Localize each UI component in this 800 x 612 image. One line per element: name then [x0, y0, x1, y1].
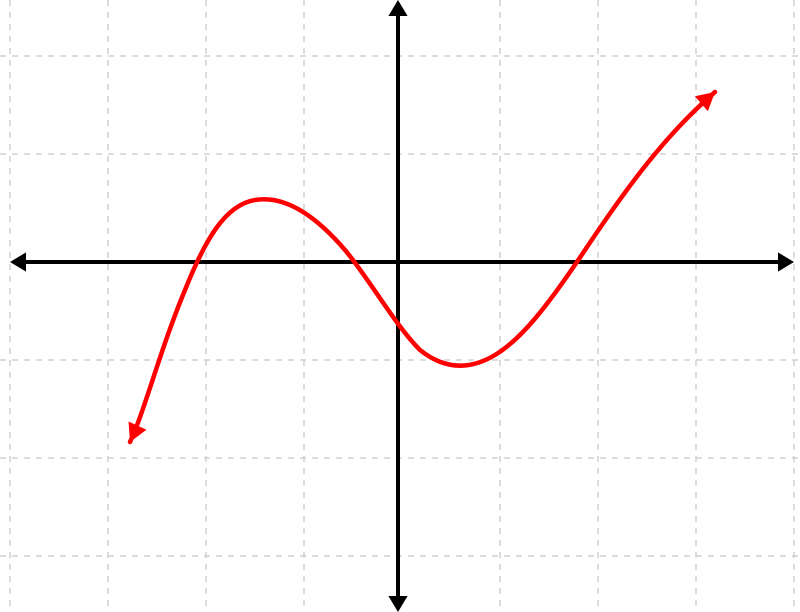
chart-container: [0, 0, 800, 612]
cubic-function-chart: [0, 0, 800, 612]
